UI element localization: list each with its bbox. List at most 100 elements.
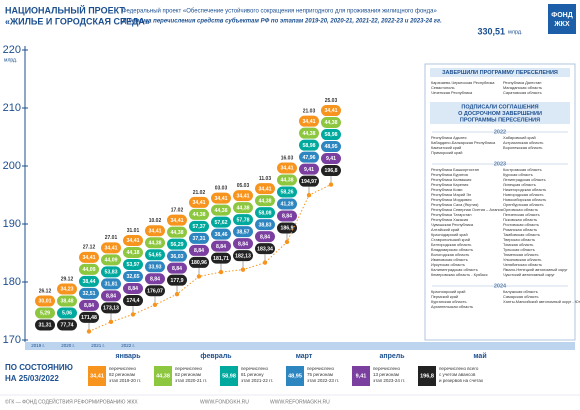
stage-pill: [79, 263, 99, 275]
stage-pill: [79, 299, 99, 311]
region: Тульская область: [503, 247, 535, 252]
legend-text: перечислено: [175, 366, 203, 371]
stage-pill: [101, 278, 121, 290]
pill-label: 8,84: [150, 276, 160, 282]
stage-pill: [233, 250, 253, 262]
pill-label: 177,9: [171, 278, 184, 284]
panel-heading: [430, 68, 570, 77]
column-date: 11.03: [259, 176, 271, 182]
total-dot: [218, 269, 224, 275]
panel-title: О ДОСРОЧНОМ ЗАВЕРШЕНИИ: [458, 111, 542, 117]
region: Чукотский автономный округ: [503, 272, 555, 277]
stage-pill: [101, 302, 121, 314]
pill-label: 47,96: [303, 155, 316, 161]
pill-label: 58,08: [259, 210, 272, 216]
region: Курганская область: [431, 299, 466, 304]
legend-text: этап 2023-24 гг.: [373, 378, 405, 383]
column-date: 26.12: [39, 288, 52, 294]
total-dot: [262, 260, 268, 265]
stage-pill: [277, 174, 297, 186]
stage-pill: [101, 242, 121, 254]
total-dot: [108, 319, 114, 325]
stage-pill: [255, 231, 275, 243]
legend-text: 82 регионам: [109, 372, 135, 377]
stage-pill: [211, 216, 231, 228]
stage-pill: [321, 129, 341, 141]
column-date: 31.01: [127, 228, 140, 234]
region: Ульяновская область: [503, 257, 541, 262]
region: Ямало-Ненецкий автономный округ: [503, 267, 568, 272]
stage-pill: [57, 307, 77, 319]
legend-box: [154, 366, 172, 386]
pill-label: 176,07: [147, 288, 163, 294]
pill-label: 34,41: [149, 228, 162, 234]
region: Ставропольский край: [431, 237, 470, 242]
y-tick-label: 170: [3, 334, 21, 346]
region: Самарская область: [503, 294, 539, 299]
region: Псковская область: [503, 217, 537, 222]
pill-label: 57,37: [193, 224, 206, 230]
pill-label: 77,74: [61, 323, 74, 329]
column-date: 27.01: [105, 235, 118, 241]
pill-label: 181,71: [213, 256, 229, 262]
column-date: 25.03: [325, 98, 338, 104]
stage-pill: [145, 225, 165, 237]
pill-label: 194,97: [301, 179, 317, 185]
status: НА 25/03/2022: [5, 374, 59, 383]
pill-label: 183,34: [257, 246, 273, 252]
pill-label: 34,41: [259, 186, 272, 192]
stage-pill: [101, 266, 121, 278]
pill-label: 44,38: [325, 120, 338, 126]
region: Севастополь: [431, 85, 455, 90]
pill-label: 44,38: [215, 208, 228, 214]
footer-site: WWW.FONDGKH.RU: [200, 399, 249, 405]
stage-pill: [277, 162, 297, 174]
region: Кемеровская область - Кузбасс: [431, 272, 488, 277]
region: Камчатский край: [431, 145, 461, 150]
legend-box: [418, 366, 436, 386]
region: Нижегородская область: [503, 187, 546, 192]
region: Архангельская область: [431, 304, 473, 309]
stage-pill: [167, 274, 187, 286]
header-subtitle2: Динамика перечисления средств субъектам …: [121, 18, 442, 25]
region: Алтайский край: [431, 227, 459, 232]
stage-pill: [145, 273, 165, 285]
pill-label: 58,98: [325, 132, 338, 138]
time-axis-bar: [25, 342, 575, 350]
stage-pill: [35, 307, 55, 319]
pill-label: 58,26: [281, 190, 294, 196]
stage-pill: [211, 204, 231, 216]
stage-pill: [299, 139, 319, 151]
status: ПО СОСТОЯНИЮ: [5, 363, 73, 372]
region: Владимирская область: [431, 247, 473, 252]
pill-label: 38,44: [83, 279, 96, 285]
legend-text: перечислено: [307, 366, 335, 371]
column-date: 16.03: [281, 155, 294, 161]
stage-pill: [123, 234, 143, 246]
legend-text: 82 регионам: [175, 372, 201, 377]
legend-value: 48,95: [288, 373, 302, 379]
pill-label: 9,41: [326, 156, 336, 162]
pill-label: 44,18: [127, 250, 140, 256]
stage-pill: [167, 226, 187, 238]
header-total-unit: млрд.: [508, 29, 523, 35]
legend-text: перечислено всего: [439, 366, 479, 371]
pill-label: 8,84: [216, 244, 226, 250]
total-dot: [306, 192, 312, 198]
stage-pill: [123, 294, 143, 306]
legend-box: [352, 366, 370, 386]
region: Ростовская область: [503, 222, 539, 227]
pill-label: 196,8: [325, 168, 338, 174]
footer-site: WWW.REFORMAGKH.RU: [270, 399, 330, 405]
pill-label: 32,65: [127, 274, 140, 280]
region: Республика Башкортостан: [431, 167, 479, 172]
total-line: [88, 184, 332, 332]
month-label: март: [296, 353, 313, 360]
region: Республика Коми: [431, 187, 462, 192]
stage-pill: [321, 105, 341, 117]
pill-label: 44,38: [237, 205, 250, 211]
legend-value: 9,41: [356, 373, 367, 379]
pill-label: 38,57: [237, 229, 250, 235]
pill-label: 8,84: [194, 248, 204, 254]
stage-pill: [79, 287, 99, 299]
